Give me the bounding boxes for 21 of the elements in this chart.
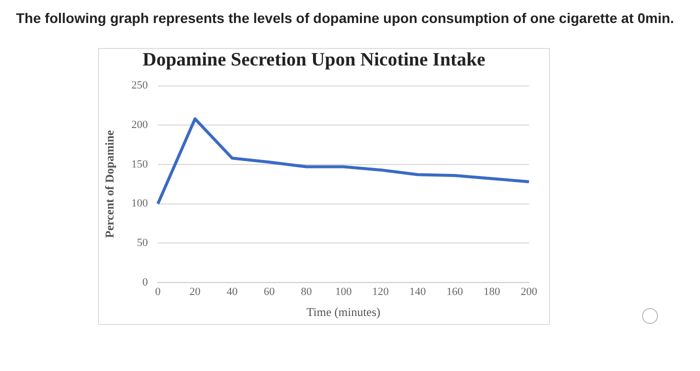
y-tick-label: 200 [131, 119, 148, 132]
x-axis-title: Time (minutes) [306, 304, 380, 319]
y-tick-label: 50 [136, 236, 148, 249]
x-tick-label: 160 [446, 286, 464, 298]
y-tick-label: 250 [131, 80, 148, 92]
y-tick-label: 150 [131, 158, 148, 170]
x-tick-label: 20 [190, 286, 202, 298]
y-tick-label: 0 [142, 276, 148, 288]
x-tick-label: 140 [409, 286, 426, 298]
y-tick-label: 100 [131, 198, 148, 210]
x-tick-label: 0 [155, 286, 162, 298]
x-tick-label: 120 [372, 286, 390, 298]
x-tick-label: 40 [226, 286, 238, 298]
text: The following graph represents the levels of dopamine upon consumption of one cigarette at 0min. [15, 9, 676, 26]
x-tick-label: 200 [520, 286, 538, 298]
chart-title: Dopamine Secretion Upon Nicotine Intake [142, 49, 486, 70]
y-axis-title: Percent of Dopamine [102, 130, 116, 238]
x-tick-label: 100 [335, 286, 352, 298]
x-tick-label: 180 [484, 286, 501, 298]
x-tick-label: 60 [264, 286, 276, 298]
x-tick-label: 80 [300, 286, 312, 298]
